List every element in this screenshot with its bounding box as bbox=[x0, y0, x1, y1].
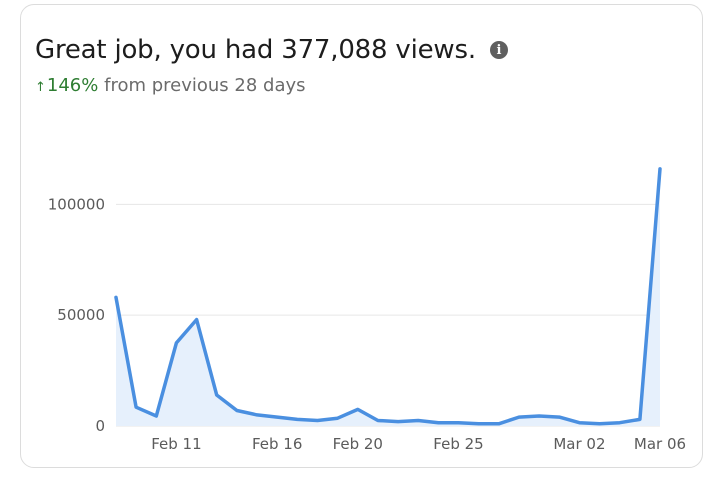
y-tick-label: 0 bbox=[95, 417, 105, 435]
x-tick-label: Feb 20 bbox=[333, 435, 383, 453]
chart-series bbox=[114, 167, 662, 426]
y-tick-label: 100000 bbox=[48, 195, 105, 213]
x-tick-label: Feb 25 bbox=[433, 435, 483, 453]
y-tick-label: 50000 bbox=[57, 306, 105, 324]
change-percent: 146% bbox=[46, 75, 99, 96]
change-caption: from previous 28 days bbox=[104, 75, 306, 96]
series-line bbox=[114, 167, 662, 426]
x-tick-label: Feb 11 bbox=[151, 435, 201, 453]
x-tick-label: Mar 02 bbox=[553, 435, 605, 453]
x-axis-labels: Feb 11 Feb 16 Feb 20 Feb 25 Mar 02 Mar 06 bbox=[151, 435, 686, 453]
headline-text: Great job, you had 377,088 views. bbox=[35, 35, 476, 65]
change-summary: ↑146% from previous 28 days bbox=[35, 75, 306, 96]
x-tick-label: Feb 16 bbox=[252, 435, 302, 453]
views-headline: Great job, you had 377,088 views. i bbox=[35, 35, 508, 65]
info-icon[interactable]: i bbox=[489, 41, 508, 59]
x-tick-label: Mar 06 bbox=[634, 435, 686, 453]
y-axis-labels: 0 50000 100000 bbox=[48, 195, 105, 435]
change-indicator: ↑146% bbox=[35, 75, 98, 96]
arrow-up-icon: ↑ bbox=[35, 80, 46, 95]
series-area bbox=[116, 168, 660, 426]
